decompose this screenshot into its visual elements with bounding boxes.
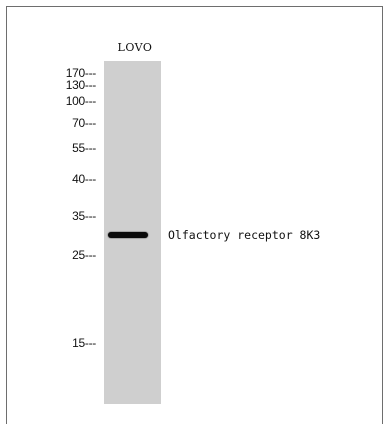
- marker-100: 100---: [65, 94, 97, 108]
- lane-label: LOVO: [117, 41, 153, 54]
- marker-35: 35---: [72, 209, 96, 223]
- blot-frame: [6, 6, 383, 424]
- band-label: Olfactory receptor 8K3: [168, 228, 321, 242]
- marker-25: 25---: [72, 248, 96, 262]
- marker-55: 55---: [72, 141, 96, 155]
- marker-170: 170---: [65, 66, 97, 80]
- marker-130: 130---: [65, 78, 97, 92]
- protein-band: [108, 232, 148, 238]
- marker-70: 70---: [72, 116, 96, 130]
- marker-40: 40---: [72, 172, 96, 186]
- marker-15: 15---: [72, 336, 96, 350]
